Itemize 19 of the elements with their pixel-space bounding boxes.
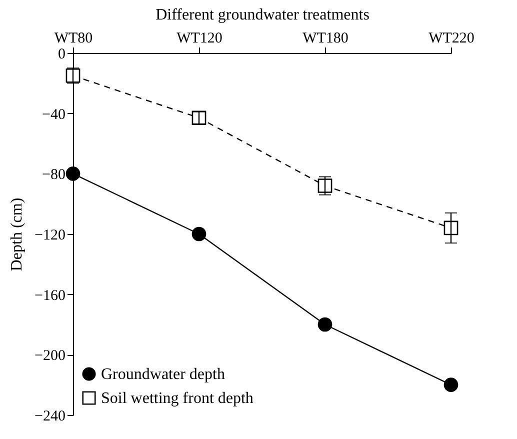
legend-label: Soil wetting front depth — [101, 390, 254, 407]
y-tick-label: −80 — [42, 167, 66, 184]
x-tick-label: WT220 — [428, 30, 474, 46]
legend-label: Groundwater depth — [101, 366, 225, 383]
y-tick-label: −200 — [34, 348, 66, 364]
x-axis-title: Different groundwater treatments — [156, 6, 370, 24]
point — [444, 378, 458, 392]
x-tick-label: WT120 — [176, 30, 222, 46]
y-tick-label: −120 — [34, 228, 66, 244]
point — [318, 317, 332, 332]
point — [66, 166, 80, 181]
y-axis-title: Depth (cm) — [8, 198, 26, 272]
x-tick-label: WT180 — [302, 30, 348, 46]
point — [192, 226, 206, 242]
y-tick-label: −160 — [34, 288, 66, 304]
x-tick-label: WT80 — [54, 30, 93, 46]
y-tick-label: 0 — [58, 46, 66, 62]
y-tick-label: −240 — [34, 408, 66, 424]
y-tick-label: −40 — [42, 106, 66, 123]
